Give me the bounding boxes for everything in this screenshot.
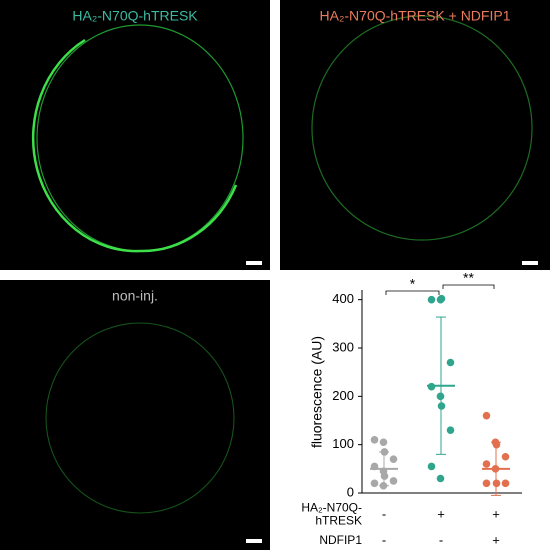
condition-sign: - [382,506,386,521]
data-point [492,479,501,488]
micrograph [0,0,270,270]
y-tick-label: 400 [332,291,354,306]
significance-label: * [410,276,416,292]
data-point [389,477,398,485]
significance-bracket [385,290,440,295]
y-tick-label: 0 [347,484,354,499]
oocyte-membrane [311,15,533,241]
condition-sign: + [437,506,445,521]
data-point [437,402,446,410]
significance-bracket [442,284,495,289]
condition-sign: - [382,532,386,547]
data-point [501,452,510,461]
data-point [380,448,389,456]
data-point [482,460,491,468]
data-point [379,438,388,447]
data-point [482,479,491,488]
data-point [427,462,436,471]
panel-title: HA₂-N70Q-hTRESK + NDFIP1 [320,8,511,24]
data-point [437,294,446,303]
panel-title: HA₂-N70Q-hTRESK [72,8,198,24]
data-point [482,411,491,420]
y-tick-label: 300 [332,339,354,354]
condition-sign: + [492,506,500,521]
condition-label: hTRESK [315,514,362,528]
condition-label: NDFIP1 [319,533,362,547]
data-point [370,479,379,488]
y-tick-label: 200 [332,388,354,403]
data-point [436,474,445,483]
scale-bar [246,261,262,265]
data-point [446,426,455,434]
scale-bar [522,261,538,265]
data-point [427,295,436,304]
data-point [501,479,510,488]
oocyte-membrane [45,322,235,514]
panel-title: non-inj. [112,288,158,304]
data-point [370,436,379,444]
y-tick-label: 100 [332,436,354,451]
data-point [379,481,388,490]
micrograph [280,0,550,270]
data-point [380,472,389,480]
scale-bar [246,539,262,543]
significance-label: ** [463,270,474,286]
condition-sign: - [439,532,443,547]
y-axis-label: fluorescence (AU) [309,336,325,448]
data-point [492,440,501,449]
data-point [436,392,445,401]
micrograph [0,280,270,550]
data-point [446,358,455,367]
data-point [389,455,398,463]
oocyte-membrane [31,38,238,253]
condition-label: HA₂-N70Q- [301,501,362,515]
condition-sign: + [492,532,500,547]
